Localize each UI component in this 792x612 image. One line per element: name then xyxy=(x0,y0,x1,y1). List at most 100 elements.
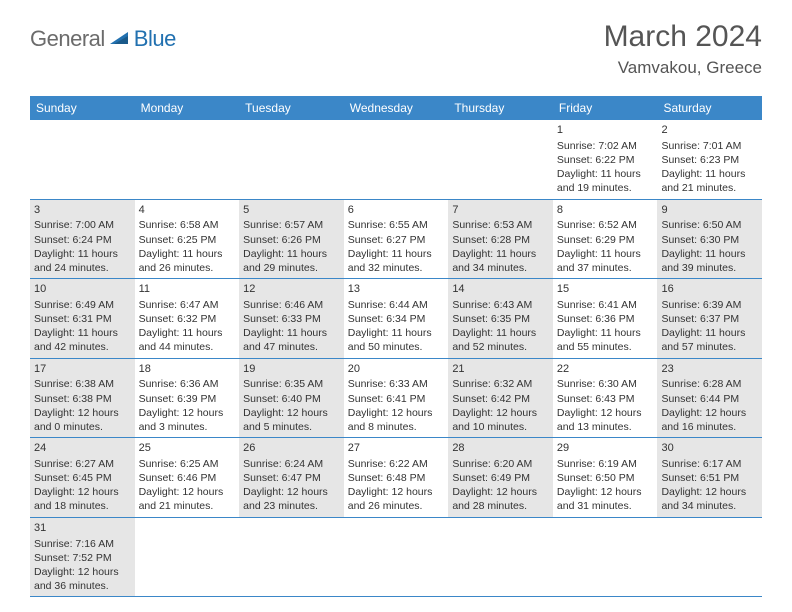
day-header-sunday: Sunday xyxy=(30,96,135,120)
daylight-text: Daylight: 12 hours and 26 minutes. xyxy=(348,485,445,513)
day-cell: 13Sunrise: 6:44 AMSunset: 6:34 PMDayligh… xyxy=(344,279,449,358)
daylight-text: Daylight: 11 hours and 32 minutes. xyxy=(348,247,445,275)
day-header-thursday: Thursday xyxy=(448,96,553,120)
empty-cell xyxy=(344,120,449,199)
sunrise-text: Sunrise: 6:17 AM xyxy=(661,457,758,471)
day-number: 27 xyxy=(348,441,445,456)
day-number: 13 xyxy=(348,282,445,297)
empty-cell xyxy=(657,518,762,597)
daylight-text: Daylight: 12 hours and 8 minutes. xyxy=(348,406,445,434)
sunrise-text: Sunrise: 6:24 AM xyxy=(243,457,340,471)
sunset-text: Sunset: 6:32 PM xyxy=(139,312,236,326)
daylight-text: Daylight: 12 hours and 18 minutes. xyxy=(34,485,131,513)
sunset-text: Sunset: 6:47 PM xyxy=(243,471,340,485)
day-number: 25 xyxy=(139,441,236,456)
sunset-text: Sunset: 6:26 PM xyxy=(243,233,340,247)
sunset-text: Sunset: 6:30 PM xyxy=(661,233,758,247)
sunset-text: Sunset: 6:25 PM xyxy=(139,233,236,247)
sunrise-text: Sunrise: 6:38 AM xyxy=(34,377,131,391)
sunrise-text: Sunrise: 6:32 AM xyxy=(452,377,549,391)
location: Vamvakou, Greece xyxy=(604,58,762,78)
day-cell: 23Sunrise: 6:28 AMSunset: 6:44 PMDayligh… xyxy=(657,359,762,438)
daylight-text: Daylight: 11 hours and 39 minutes. xyxy=(661,247,758,275)
calendar: SundayMondayTuesdayWednesdayThursdayFrid… xyxy=(30,96,762,597)
sunset-text: Sunset: 6:36 PM xyxy=(557,312,654,326)
day-cell: 30Sunrise: 6:17 AMSunset: 6:51 PMDayligh… xyxy=(657,438,762,517)
day-cell: 12Sunrise: 6:46 AMSunset: 6:33 PMDayligh… xyxy=(239,279,344,358)
sunrise-text: Sunrise: 6:28 AM xyxy=(661,377,758,391)
sunset-text: Sunset: 6:44 PM xyxy=(661,392,758,406)
daylight-text: Daylight: 11 hours and 34 minutes. xyxy=(452,247,549,275)
day-number: 17 xyxy=(34,362,131,377)
day-header-friday: Friday xyxy=(553,96,658,120)
sunset-text: Sunset: 6:37 PM xyxy=(661,312,758,326)
sunrise-text: Sunrise: 6:55 AM xyxy=(348,218,445,232)
sunset-text: Sunset: 6:50 PM xyxy=(557,471,654,485)
day-number: 18 xyxy=(139,362,236,377)
sunrise-text: Sunrise: 6:41 AM xyxy=(557,298,654,312)
day-number: 7 xyxy=(452,203,549,218)
day-number: 24 xyxy=(34,441,131,456)
month-year: March 2024 xyxy=(604,20,762,54)
day-cell: 8Sunrise: 6:52 AMSunset: 6:29 PMDaylight… xyxy=(553,200,658,279)
sunset-text: Sunset: 6:22 PM xyxy=(557,153,654,167)
day-number: 26 xyxy=(243,441,340,456)
empty-cell xyxy=(135,518,240,597)
empty-cell xyxy=(135,120,240,199)
sunset-text: Sunset: 6:24 PM xyxy=(34,233,131,247)
daylight-text: Daylight: 12 hours and 5 minutes. xyxy=(243,406,340,434)
sunrise-text: Sunrise: 6:52 AM xyxy=(557,218,654,232)
week-row: 1Sunrise: 7:02 AMSunset: 6:22 PMDaylight… xyxy=(30,120,762,200)
day-number: 1 xyxy=(557,123,654,138)
sunrise-text: Sunrise: 6:35 AM xyxy=(243,377,340,391)
day-number: 5 xyxy=(243,203,340,218)
day-number: 16 xyxy=(661,282,758,297)
sunset-text: Sunset: 6:31 PM xyxy=(34,312,131,326)
day-header-tuesday: Tuesday xyxy=(239,96,344,120)
week-row: 31Sunrise: 7:16 AMSunset: 7:52 PMDayligh… xyxy=(30,518,762,598)
day-cell: 21Sunrise: 6:32 AMSunset: 6:42 PMDayligh… xyxy=(448,359,553,438)
daylight-text: Daylight: 11 hours and 29 minutes. xyxy=(243,247,340,275)
sunset-text: Sunset: 6:33 PM xyxy=(243,312,340,326)
daylight-text: Daylight: 12 hours and 23 minutes. xyxy=(243,485,340,513)
daylight-text: Daylight: 12 hours and 3 minutes. xyxy=(139,406,236,434)
sunrise-text: Sunrise: 6:25 AM xyxy=(139,457,236,471)
sunrise-text: Sunrise: 6:36 AM xyxy=(139,377,236,391)
sunrise-text: Sunrise: 6:44 AM xyxy=(348,298,445,312)
day-number: 20 xyxy=(348,362,445,377)
logo: General Blue xyxy=(30,20,176,52)
daylight-text: Daylight: 12 hours and 10 minutes. xyxy=(452,406,549,434)
daylight-text: Daylight: 11 hours and 50 minutes. xyxy=(348,326,445,354)
daylight-text: Daylight: 11 hours and 57 minutes. xyxy=(661,326,758,354)
daylight-text: Daylight: 11 hours and 47 minutes. xyxy=(243,326,340,354)
page-header: General Blue March 2024 Vamvakou, Greece xyxy=(0,0,792,86)
title-block: March 2024 Vamvakou, Greece xyxy=(604,20,762,78)
sunset-text: Sunset: 6:51 PM xyxy=(661,471,758,485)
daylight-text: Daylight: 11 hours and 37 minutes. xyxy=(557,247,654,275)
sunset-text: Sunset: 6:35 PM xyxy=(452,312,549,326)
day-cell: 7Sunrise: 6:53 AMSunset: 6:28 PMDaylight… xyxy=(448,200,553,279)
daylight-text: Daylight: 11 hours and 52 minutes. xyxy=(452,326,549,354)
day-number: 6 xyxy=(348,203,445,218)
sunset-text: Sunset: 6:45 PM xyxy=(34,471,131,485)
day-cell: 26Sunrise: 6:24 AMSunset: 6:47 PMDayligh… xyxy=(239,438,344,517)
day-headers-row: SundayMondayTuesdayWednesdayThursdayFrid… xyxy=(30,96,762,120)
day-cell: 11Sunrise: 6:47 AMSunset: 6:32 PMDayligh… xyxy=(135,279,240,358)
day-number: 31 xyxy=(34,521,131,536)
sunrise-text: Sunrise: 6:50 AM xyxy=(661,218,758,232)
day-number: 30 xyxy=(661,441,758,456)
day-cell: 25Sunrise: 6:25 AMSunset: 6:46 PMDayligh… xyxy=(135,438,240,517)
day-cell: 5Sunrise: 6:57 AMSunset: 6:26 PMDaylight… xyxy=(239,200,344,279)
sunrise-text: Sunrise: 7:16 AM xyxy=(34,537,131,551)
day-cell: 2Sunrise: 7:01 AMSunset: 6:23 PMDaylight… xyxy=(657,120,762,199)
day-header-monday: Monday xyxy=(135,96,240,120)
day-number: 8 xyxy=(557,203,654,218)
sunset-text: Sunset: 7:52 PM xyxy=(34,551,131,565)
day-cell: 4Sunrise: 6:58 AMSunset: 6:25 PMDaylight… xyxy=(135,200,240,279)
sunrise-text: Sunrise: 7:02 AM xyxy=(557,139,654,153)
week-row: 10Sunrise: 6:49 AMSunset: 6:31 PMDayligh… xyxy=(30,279,762,359)
sunrise-text: Sunrise: 7:01 AM xyxy=(661,139,758,153)
daylight-text: Daylight: 11 hours and 24 minutes. xyxy=(34,247,131,275)
week-row: 3Sunrise: 7:00 AMSunset: 6:24 PMDaylight… xyxy=(30,200,762,280)
logo-arrow-icon xyxy=(110,30,132,46)
